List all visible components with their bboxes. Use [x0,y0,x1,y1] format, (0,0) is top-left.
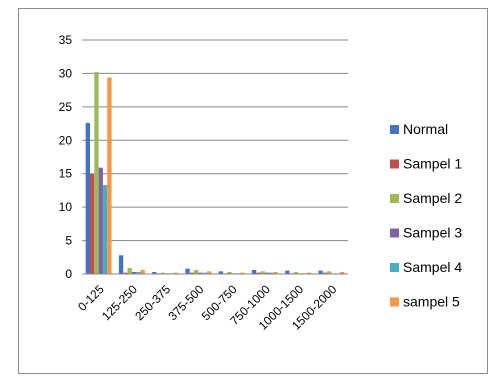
bar [306,272,312,274]
bar [89,173,95,274]
y-tick-label: 0 [65,267,72,281]
bar [127,267,132,274]
bar [173,272,179,274]
bar [202,272,208,274]
y-tick-label: 30 [59,66,73,80]
legend-swatch [390,125,399,134]
legend-item: Sampel 2 [390,190,462,206]
legend-swatch [390,228,399,238]
legend-swatch [390,297,399,307]
legend-item: Normal [390,121,448,137]
legend-label: Sampel 4 [403,259,462,275]
x-tick-label: 375-500 [165,282,206,323]
x-tick-label: 125-250 [99,282,140,323]
y-tick-label: 25 [59,100,73,114]
bar [107,77,112,274]
bar [160,272,166,274]
bar [340,271,345,274]
legend: Normal Sampel 1 Sampel 2 Sampel 3 Sampel 4 sa… [390,121,462,310]
legend-item: Sampel 3 [390,225,462,241]
bars [85,72,345,274]
bar [318,270,323,274]
bar [218,271,223,274]
bar [98,167,103,274]
x-tick-label: 250-375 [132,282,173,323]
bar [140,269,145,274]
legend-swatch [390,194,399,203]
y-tick-label: 35 [59,33,73,47]
legend-swatch [390,263,399,272]
bar [198,272,203,274]
legend-label: Sampel 1 [403,156,462,172]
y-tick-label: 15 [59,167,73,181]
legend-swatch [390,159,399,169]
y-tick-label: 10 [59,200,73,214]
bar [285,270,290,274]
bar [136,271,141,274]
bar [85,122,90,274]
bar [322,272,328,274]
bar [189,272,195,274]
bar [118,255,124,274]
legend-label: Sampel 3 [403,225,462,241]
bar [256,272,261,274]
bar [227,271,232,274]
bar [293,271,299,274]
legend-item: Sampel 1 [390,156,462,172]
legend-label: sampel 5 [403,294,460,310]
y-tick-label: 5 [65,234,72,248]
bar [264,272,270,274]
bar [194,269,199,274]
y-axis: 0 5 10 15 20 25 30 35 [59,33,73,281]
bar [123,272,128,274]
bar [94,72,99,274]
bar [240,272,245,274]
bar [207,271,212,274]
gridlines [82,39,348,275]
legend-item: Sampel 4 [390,259,462,275]
legend-label: Sampel 2 [403,190,462,206]
bar [102,185,108,274]
bar [273,271,278,274]
bar [327,271,332,274]
y-tick-label: 20 [59,133,73,147]
bar [152,271,157,274]
bar [260,271,265,274]
legend-label: Normal [403,121,448,137]
bar [251,269,257,274]
x-axis: 0-125125-250250-375375-500500-750750-100… [75,273,348,333]
legend-item: sampel 5 [390,294,460,310]
bar [269,272,274,274]
bar [131,271,137,274]
bar [185,268,190,274]
